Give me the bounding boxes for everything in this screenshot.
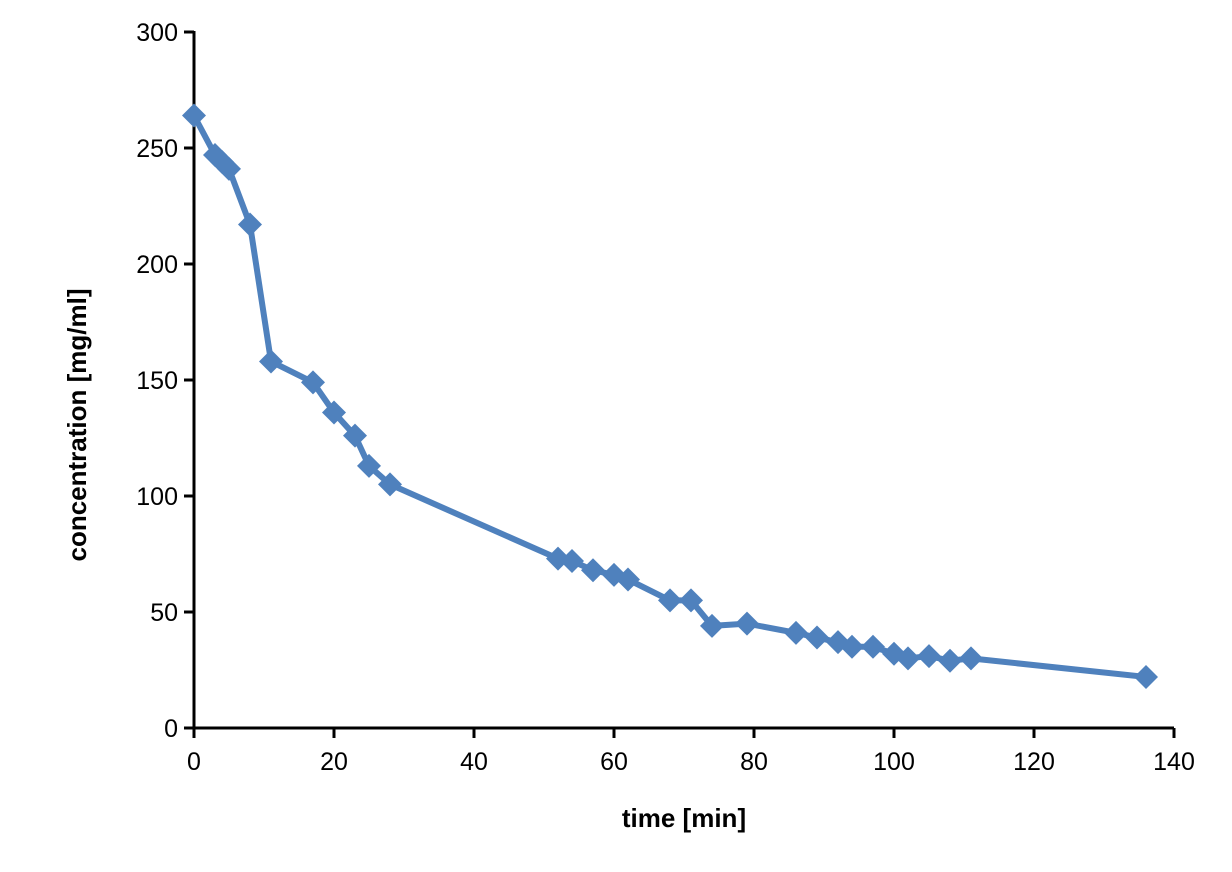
data-point (700, 613, 724, 638)
axes: 0 50 100 150 200 250 300 0 20 40 60 80 100 120 140 (136, 19, 1195, 776)
data-point (917, 644, 941, 669)
y-tick-label: 0 (164, 715, 178, 743)
x-axis-ticks: 0 20 40 60 80 100 120 140 (187, 728, 1195, 776)
data-point (861, 634, 885, 659)
y-axis-title: concentration [mg/ml] (62, 288, 92, 561)
data-point (357, 453, 381, 478)
x-axis-title: time [min] (622, 803, 746, 833)
data-point (616, 567, 640, 592)
y-tick-label: 250 (136, 135, 178, 163)
x-tick-label: 0 (187, 748, 201, 776)
data-point (938, 648, 962, 673)
data-point (840, 634, 864, 659)
data-point (560, 548, 584, 573)
data-point (343, 423, 367, 448)
data-point (259, 349, 283, 374)
data-point (679, 588, 703, 613)
data-point (301, 370, 325, 395)
data-point (959, 646, 983, 671)
data-point (1134, 664, 1158, 689)
data-point (805, 625, 829, 650)
data-point (238, 212, 262, 237)
y-tick-label: 150 (136, 367, 178, 395)
y-tick-label: 300 (136, 19, 178, 47)
data-point (182, 103, 206, 128)
series-group (182, 103, 1158, 689)
data-point (322, 400, 346, 425)
x-tick-label: 140 (1153, 748, 1195, 776)
data-point (378, 472, 402, 497)
x-tick-label: 120 (1013, 748, 1055, 776)
data-point (735, 611, 759, 636)
x-tick-label: 40 (460, 748, 488, 776)
data-point (581, 558, 605, 583)
x-tick-label: 60 (600, 748, 628, 776)
y-tick-label: 200 (136, 251, 178, 279)
data-point (217, 156, 241, 181)
data-point (658, 588, 682, 613)
data-point (896, 646, 920, 671)
x-tick-label: 20 (320, 748, 348, 776)
y-tick-label: 100 (136, 483, 178, 511)
x-tick-label: 100 (873, 748, 915, 776)
x-tick-label: 80 (740, 748, 768, 776)
y-tick-label: 50 (150, 599, 178, 627)
data-point (784, 620, 808, 645)
y-axis-ticks: 0 50 100 150 200 250 300 (136, 19, 194, 743)
